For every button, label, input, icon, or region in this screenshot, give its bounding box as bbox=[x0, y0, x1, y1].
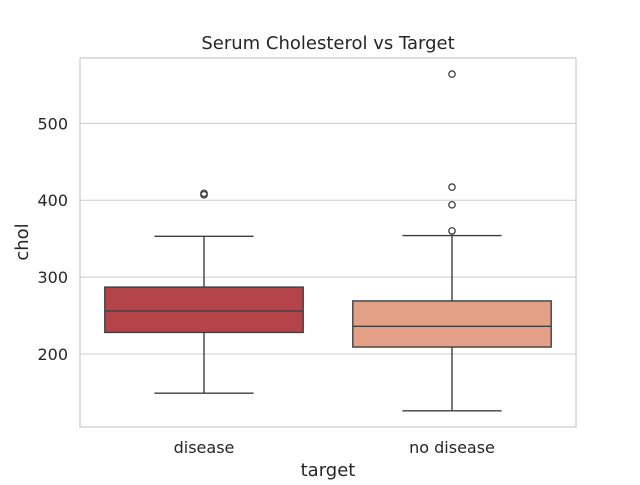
iqr-box bbox=[352, 300, 552, 348]
y-tick-label-300: 300 bbox=[37, 268, 68, 287]
y-tick-labels: 200 300 400 500 bbox=[37, 114, 68, 364]
x-tick-labels: disease no disease bbox=[174, 438, 495, 457]
grid-lines bbox=[80, 122, 576, 355]
y-tick-label-200: 200 bbox=[37, 345, 68, 364]
plot-frame bbox=[79, 57, 577, 428]
y-tick-label-400: 400 bbox=[37, 191, 68, 210]
outlier-point-3 bbox=[448, 70, 456, 78]
outlier-point-0 bbox=[448, 227, 456, 235]
y-tick-label-500: 500 bbox=[37, 114, 68, 133]
outlier-point-1 bbox=[448, 200, 456, 209]
x-tick-label-0: disease bbox=[174, 438, 235, 457]
chart-title: Serum Cholesterol vs Target bbox=[201, 33, 454, 54]
x-tick-label-1: no disease bbox=[409, 438, 495, 457]
outlier-point-1 bbox=[200, 189, 208, 198]
box-group-1 bbox=[352, 70, 552, 412]
boxes-layer bbox=[104, 70, 552, 412]
iqr-box bbox=[104, 286, 304, 334]
box-group-0 bbox=[104, 189, 304, 394]
y-axis-label: chol bbox=[12, 223, 33, 260]
outlier-point-2 bbox=[448, 183, 456, 191]
x-axis-label: target bbox=[301, 460, 356, 480]
